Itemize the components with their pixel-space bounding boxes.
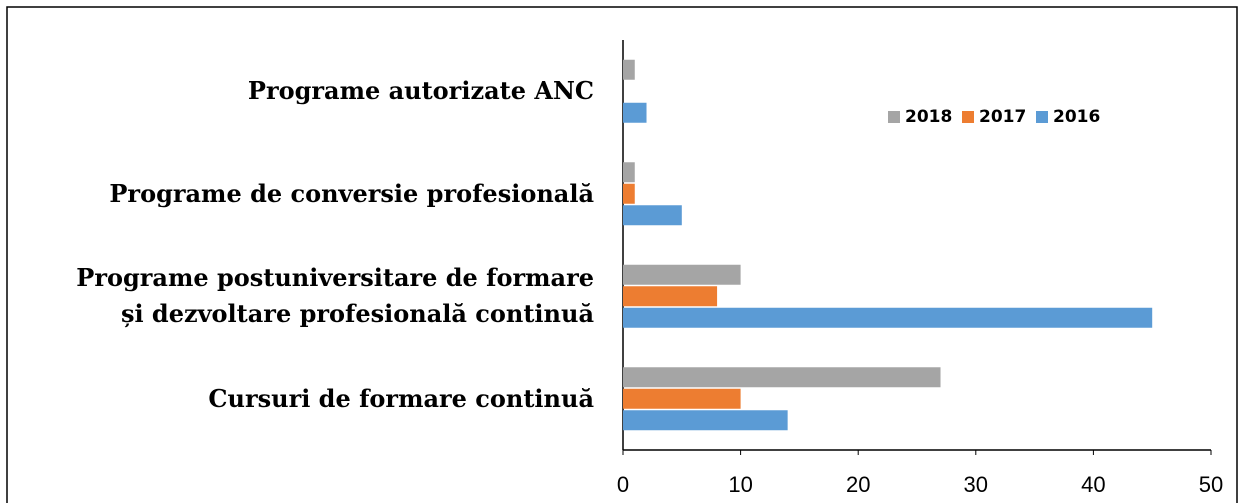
legend-label: 2016 <box>1053 107 1100 127</box>
legend-swatch <box>962 111 974 123</box>
x-tick-label: 10 <box>728 472 752 497</box>
x-tick-label: 50 <box>1199 472 1223 497</box>
legend-label: 2017 <box>979 107 1026 127</box>
bar <box>623 307 1153 328</box>
bar <box>623 410 788 431</box>
legend-swatch <box>888 111 900 123</box>
bar <box>623 183 635 204</box>
bar <box>623 264 741 285</box>
legend-swatch <box>1036 111 1048 123</box>
y-tick-label: Programe postuniversitare de formare și … <box>76 263 594 329</box>
x-tick-label: 20 <box>846 472 870 497</box>
frame <box>6 6 1238 503</box>
x-tick-label: 40 <box>1081 472 1105 497</box>
bar <box>623 388 741 409</box>
x-tick-label: 30 <box>964 472 988 497</box>
y-tick-label: Cursuri de formare continuă <box>208 383 594 413</box>
bar <box>623 59 635 80</box>
bar <box>623 286 718 307</box>
y-tick-label: Programe de conversie profesională <box>109 178 594 208</box>
bar <box>623 162 635 183</box>
bar <box>623 102 647 123</box>
x-tick-label: 0 <box>617 472 629 497</box>
legend-label: 2018 <box>905 107 952 127</box>
y-tick-label: Programe autorizate ANC <box>247 76 594 106</box>
bar <box>623 205 682 226</box>
bar <box>623 367 941 388</box>
